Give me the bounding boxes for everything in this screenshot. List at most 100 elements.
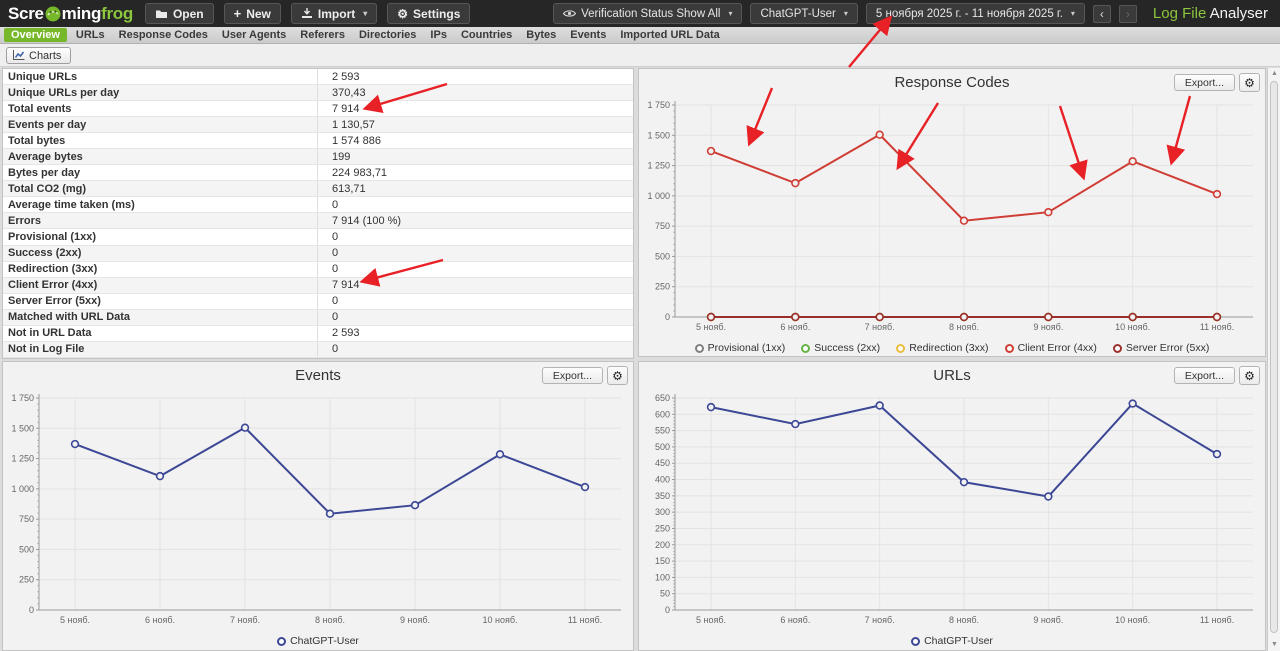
legend-item[interactable]: Server Error (5xx) [1112,342,1210,354]
legend-item[interactable]: Provisional (1xx) [694,342,785,354]
svg-text:7 нояб.: 7 нояб. [865,615,895,625]
charts-toolbar: Charts [0,44,1280,67]
scrollbar-thumb[interactable] [1270,81,1278,633]
legend-label: Server Error (5xx) [1125,342,1210,354]
stat-value: 0 [332,263,339,276]
logo-text-frog: frog [101,3,133,23]
legend-label: Redirection (3xx) [909,342,989,354]
date-range-dropdown[interactable]: 5 ноября 2025 г. - 11 ноября 2025 г. ▾ [865,3,1085,24]
stat-value: 7 914 [332,279,360,292]
svg-text:650: 650 [655,393,670,403]
settings-button[interactable]: ⚙ Settings [387,3,471,24]
legend-ring-icon [1004,343,1014,353]
scroll-down-icon[interactable]: ▼ [1271,641,1278,648]
svg-text:300: 300 [655,507,670,517]
stat-label: Success (2xx) [3,245,318,261]
chart-settings-button[interactable]: ⚙ [1239,73,1260,92]
export-button[interactable]: Export... [1173,367,1235,384]
chevron-down-icon: ▾ [728,9,733,18]
table-row: Average bytes 199 [3,149,633,166]
chart-settings-button[interactable]: ⚙ [1239,366,1260,385]
svg-text:6 нояб.: 6 нояб. [780,615,810,625]
urls-legend: ChatGPT-User [639,632,1265,650]
next-date-button[interactable]: › [1118,4,1137,23]
response-codes-plot: 0 250 500 750 1 000 1 250 1 500 1 750 5 нояб. 6 н… [647,100,1253,332]
user-agent-dropdown[interactable]: ChatGPT-User ▾ [750,3,858,24]
table-row: Matched with URL Data 0 [3,309,633,326]
svg-text:10 нояб.: 10 нояб. [1115,322,1150,332]
toolbar-right-group: Verification Status Show All ▾ ChatGPT-U… [553,3,1276,24]
legend-item[interactable]: Success (2xx) [801,342,880,354]
svg-text:750: 750 [655,221,670,231]
gear-icon: ⚙ [397,6,409,21]
charts-button[interactable]: Charts [6,47,72,64]
legend-item[interactable]: ChatGPT-User [911,635,993,647]
legend-label: Success (2xx) [814,342,881,354]
tab-response-codes[interactable]: Response Codes [118,29,208,41]
vertical-scrollbar[interactable]: ▲ ▼ [1267,68,1280,651]
verification-status-dropdown[interactable]: Verification Status Show All ▾ [553,3,743,24]
svg-text:250: 250 [19,575,34,585]
tab-user-agents[interactable]: User Agents [221,29,287,41]
svg-text:1 750: 1 750 [647,100,670,110]
scroll-up-icon[interactable]: ▲ [1271,70,1278,77]
events-panel: Events Export... ⚙ 0 250 500 750 1 000 1 250 1… [2,361,634,651]
legend-ring-icon [896,343,906,353]
folder-icon [155,10,167,18]
open-button[interactable]: Open [144,3,214,24]
stat-label: Matched with URL Data [3,309,318,325]
svg-text:11 нояб.: 11 нояб. [568,615,602,625]
import-button[interactable]: Import ▾ [290,3,378,24]
prev-date-button[interactable]: ‹ [1092,4,1111,23]
tab-directories[interactable]: Directories [358,29,417,41]
gear-icon: ⚙ [1244,75,1255,90]
legend-item[interactable]: Redirection (3xx) [896,342,989,354]
tab-referers[interactable]: Referers [300,29,345,41]
tab-imported-url-data[interactable]: Imported URL Data [620,29,720,41]
app-title-rest: Analyser [1209,5,1268,22]
logo-text-pre: Scre [8,3,44,23]
svg-text:5 нояб.: 5 нояб. [696,615,726,625]
export-button[interactable]: Export... [1173,74,1235,91]
svg-text:6 нояб.: 6 нояб. [780,322,810,332]
stat-value: 0 [332,295,339,308]
response-codes-legend: Provisional (1xx) Success (2xx) Redirectio… [639,339,1265,357]
app-title-green: Log File [1152,5,1207,22]
tab-bytes[interactable]: Bytes [526,29,557,41]
svg-text:8 нояб.: 8 нояб. [949,322,979,332]
chart-icon [13,50,25,60]
stat-label: Average time taken (ms) [3,197,318,213]
export-button[interactable]: Export... [541,367,603,384]
tab-urls[interactable]: URLs [75,29,105,41]
svg-text:1 500: 1 500 [11,423,34,433]
tab-countries[interactable]: Countries [460,29,513,41]
legend-ring-icon [801,343,811,353]
tab-events[interactable]: Events [570,29,607,41]
table-row: Redirection (3xx) 0 [3,261,633,278]
toolbar-button-group: Open + New Import ▾ ⚙ Settings [144,3,471,24]
stat-label: Redirection (3xx) [3,261,318,277]
svg-text:350: 350 [655,491,670,501]
svg-text:9 нояб.: 9 нояб. [1033,322,1063,332]
stat-label: Total bytes [3,133,318,149]
stat-value: 199 [332,150,351,163]
legend-item[interactable]: ChatGPT-User [277,635,359,647]
svg-text:8 нояб.: 8 нояб. [949,615,979,625]
overview-stats-panel: Unique URLs 2 593 Unique URLs per day 370,4… [2,68,634,359]
legend-label: ChatGPT-User [290,635,359,647]
chart-settings-button[interactable]: ⚙ [607,366,628,385]
tab-ips[interactable]: IPs [430,29,447,41]
tab-overview[interactable]: Overview [4,28,67,42]
new-button[interactable]: + New [223,3,281,24]
events-plot: 0 250 500 750 1 000 1 250 1 500 1 750 5 нояб. 6 н… [11,393,621,625]
settings-button-label: Settings [413,6,461,21]
svg-text:10 нояб.: 10 нояб. [1115,615,1150,625]
urls-header: URLs Export... ⚙ [639,362,1265,388]
svg-text:9 нояб.: 9 нояб. [400,615,430,625]
gear-icon: ⚙ [612,368,623,383]
stat-value: 2 593 [332,70,360,83]
legend-item[interactable]: Client Error (4xx) [1004,342,1097,354]
table-row: Total bytes 1 574 886 [3,133,633,150]
stat-value: 1 130,57 [332,118,375,131]
svg-text:500: 500 [655,442,670,452]
